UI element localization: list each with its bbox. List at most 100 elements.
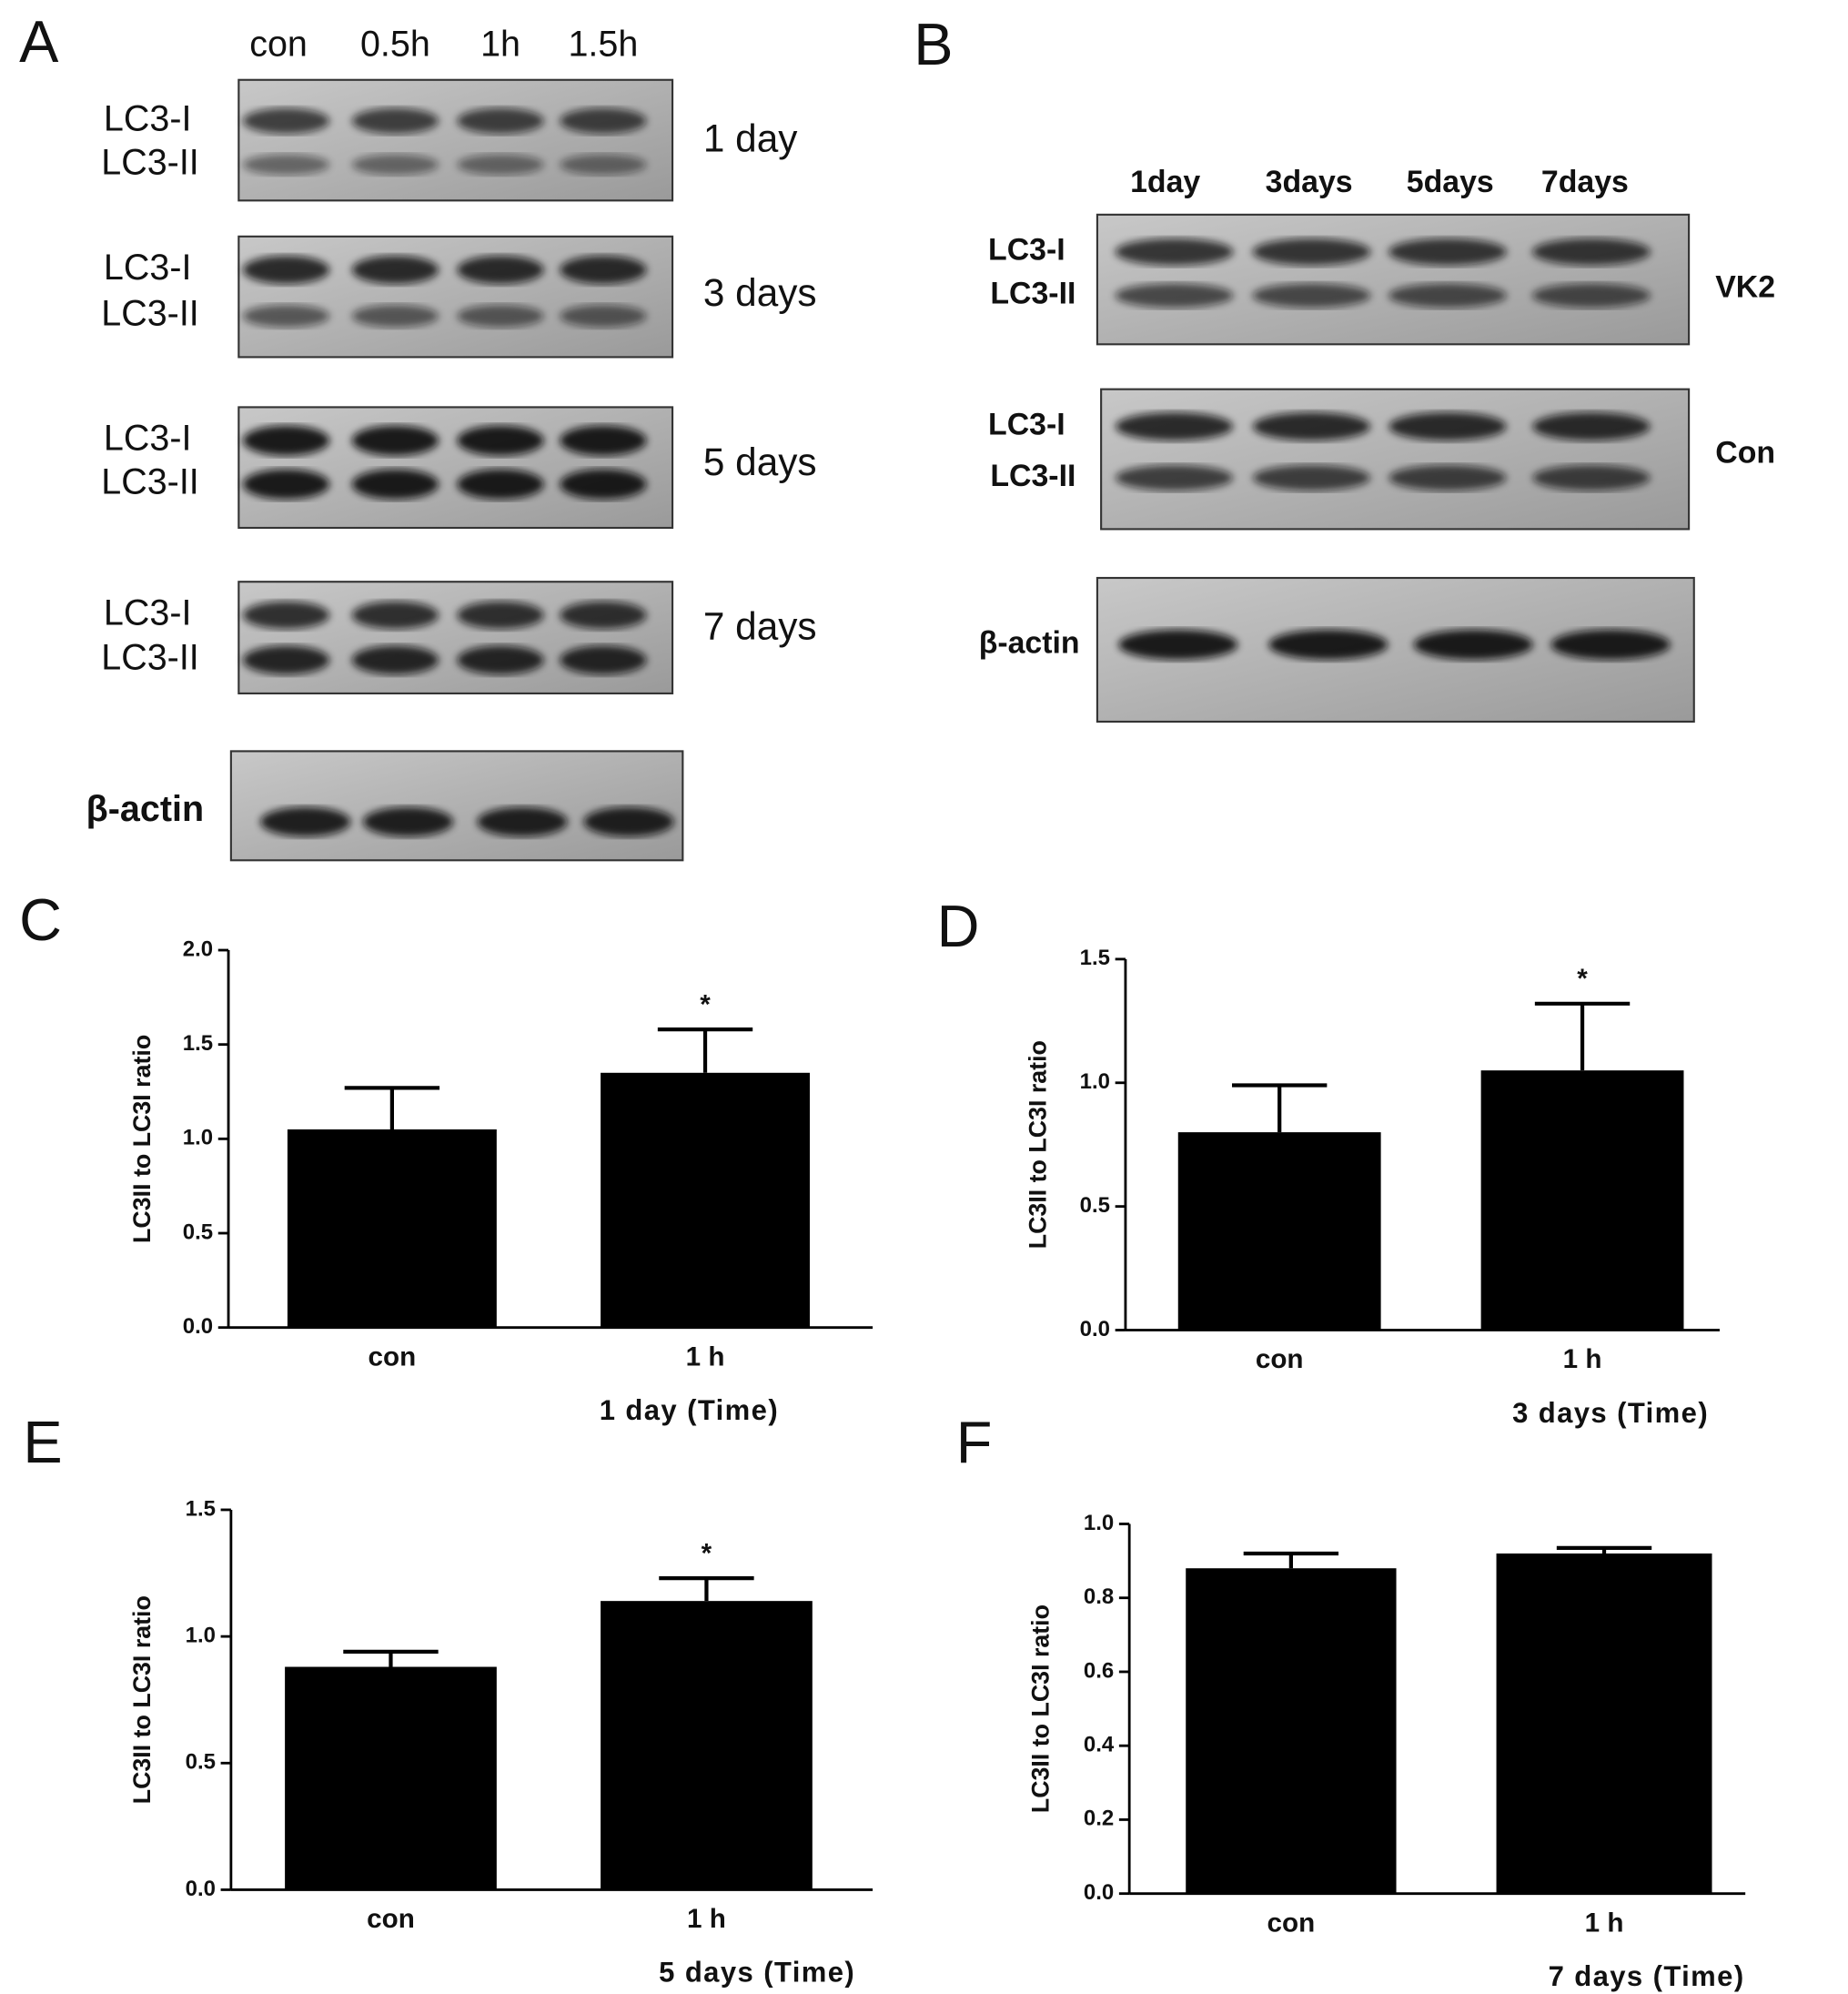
y-tick-label: 1.0 <box>186 1623 216 1647</box>
significance: * <box>702 1539 712 1569</box>
band-label: LC3-I <box>988 233 1065 268</box>
bar <box>285 1666 497 1890</box>
condition-label: VK2 <box>1715 270 1775 305</box>
y-tick-label: 1.0 <box>1080 1069 1110 1094</box>
band <box>1413 629 1533 660</box>
x-tick-label: con <box>369 1341 417 1372</box>
band <box>477 806 568 837</box>
band <box>242 469 330 500</box>
y-tick-label: 0.0 <box>183 1314 213 1339</box>
y-tick-label: 0.0 <box>1084 1880 1114 1905</box>
condition-label: 7 days <box>703 605 817 648</box>
x-tick-label: con <box>367 1904 415 1934</box>
band <box>560 255 647 285</box>
bar <box>1177 1132 1381 1331</box>
band-label: LC3-II <box>990 277 1075 311</box>
band <box>351 645 439 675</box>
y-tick-label: 0.0 <box>1080 1317 1110 1341</box>
band-label: LC3-I <box>104 248 192 288</box>
band <box>457 154 544 176</box>
band <box>1115 238 1234 266</box>
y-axis-title: LC3II to LC3I ratio <box>128 1595 156 1804</box>
band <box>1252 412 1371 441</box>
panel-letter: D <box>937 893 980 959</box>
y-tick-label: 0.4 <box>1084 1733 1115 1757</box>
significance: * <box>700 990 711 1020</box>
y-tick-label: 0.5 <box>1080 1193 1110 1218</box>
band <box>1252 464 1371 491</box>
error-bar <box>657 1027 753 1073</box>
condition-label: 1 day <box>703 117 798 160</box>
band <box>560 107 647 134</box>
y-tick-label: 0.8 <box>1084 1584 1114 1609</box>
y-tick-label: 1.5 <box>186 1496 216 1521</box>
band-label: LC3-II <box>101 294 199 334</box>
loading-label: β-actin <box>979 625 1080 660</box>
lane-label: 0.5h <box>360 25 430 65</box>
band <box>351 425 439 456</box>
band <box>260 806 351 837</box>
panel-letter: E <box>23 1409 62 1475</box>
panel-letter: B <box>914 11 953 77</box>
band-label: LC3-II <box>101 142 199 182</box>
band <box>242 425 330 456</box>
y-tick-label: 1.0 <box>1084 1511 1114 1535</box>
error-bar <box>1232 1083 1328 1133</box>
blot <box>1096 213 1691 346</box>
lane-label: 7days <box>1541 165 1629 199</box>
band <box>351 255 439 285</box>
x-axis-title: 3 days (Time) <box>1512 1397 1709 1429</box>
x-axis-title: 5 days (Time) <box>659 1957 855 1989</box>
band <box>242 601 330 630</box>
band <box>560 425 647 456</box>
condition-label: 3 days <box>703 271 817 314</box>
band <box>351 107 439 134</box>
band <box>560 304 647 328</box>
error-bar <box>1243 1551 1339 1569</box>
x-tick-label: 1 h <box>1563 1344 1602 1374</box>
band <box>1268 629 1389 660</box>
band <box>1532 464 1651 491</box>
band <box>242 255 330 285</box>
band <box>457 255 544 285</box>
band <box>1118 629 1238 660</box>
y-axis-title: LC3II to LC3I ratio <box>128 1035 156 1243</box>
band <box>457 425 544 456</box>
y-tick-label: 0.5 <box>186 1750 216 1775</box>
band <box>457 469 544 500</box>
lane-label: 1h <box>480 25 520 65</box>
panel-letter: C <box>19 886 62 953</box>
lane-label: con <box>249 25 308 65</box>
band <box>1531 283 1651 309</box>
band <box>242 107 330 134</box>
band <box>1389 464 1507 491</box>
blot <box>237 581 674 694</box>
lane-label: 1day <box>1130 165 1200 199</box>
band <box>242 154 330 176</box>
band <box>1388 283 1507 309</box>
band <box>560 601 647 630</box>
band <box>457 107 544 134</box>
band <box>1388 238 1507 266</box>
bar <box>287 1129 497 1328</box>
y-tick-label: 1.0 <box>183 1126 213 1150</box>
error-bar <box>344 1086 440 1129</box>
band <box>457 645 544 675</box>
band <box>1389 412 1507 441</box>
band <box>242 645 330 675</box>
x-axis-title: 1 day (Time) <box>600 1394 779 1426</box>
bar <box>601 1072 810 1328</box>
band-label: LC3-I <box>104 419 192 459</box>
y-axis-title: LC3II to LC3I ratio <box>1026 1604 1054 1813</box>
blot <box>237 78 674 202</box>
y-tick-label: 0.0 <box>186 1877 216 1901</box>
band <box>1115 464 1234 491</box>
significance: * <box>1577 964 1588 994</box>
band-label: LC3-I <box>104 592 192 633</box>
band <box>560 154 647 176</box>
band <box>560 469 647 500</box>
band-label: LC3-I <box>104 98 192 138</box>
x-tick-label: 1 h <box>1585 1908 1624 1938</box>
band-label: LC3-II <box>101 638 199 678</box>
